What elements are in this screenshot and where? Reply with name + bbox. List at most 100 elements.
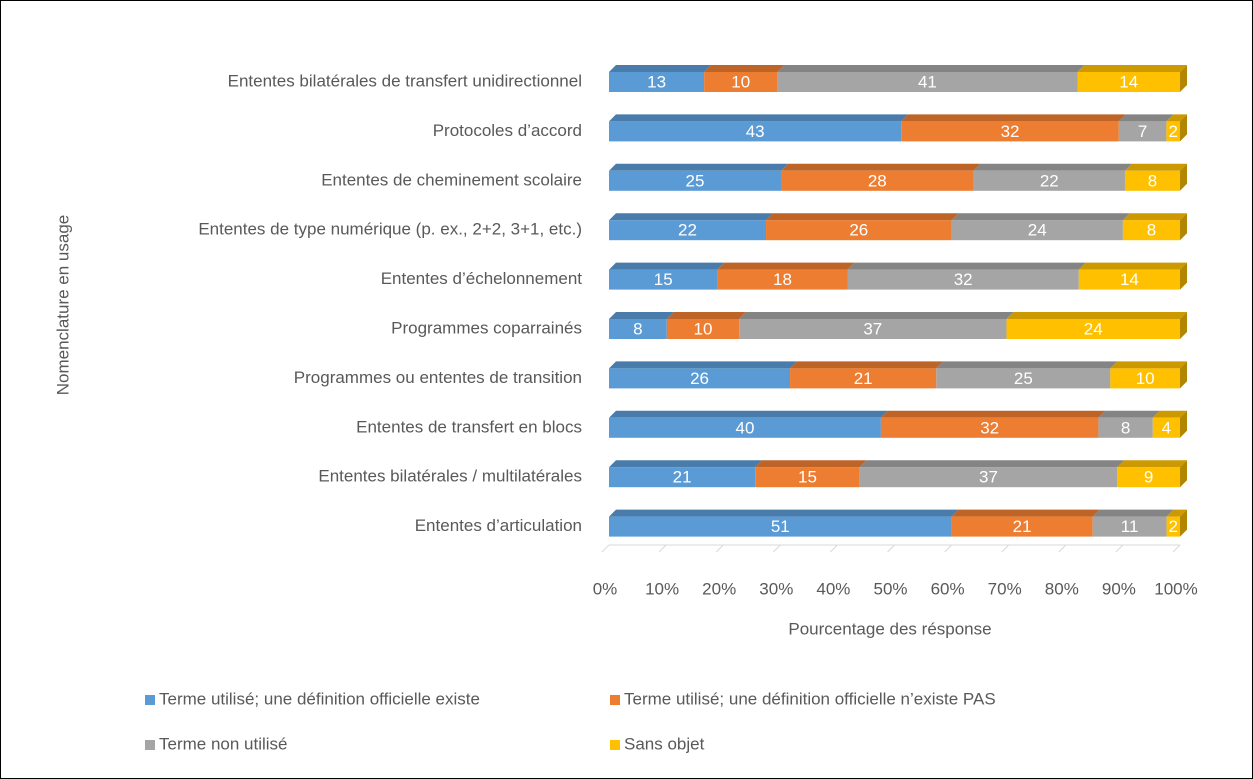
data-label: 14 — [1120, 270, 1139, 289]
data-label: 7 — [1138, 122, 1147, 141]
bar-end — [1180, 361, 1187, 389]
bar-front — [1110, 368, 1180, 389]
bar-segment — [755, 460, 867, 488]
bar-segment — [766, 213, 959, 241]
bar-end — [1180, 65, 1187, 92]
bar-front — [609, 269, 718, 290]
bar-segment — [717, 262, 855, 290]
bar-top — [880, 410, 1106, 418]
bar-segment — [609, 163, 788, 191]
bar-segment — [1166, 509, 1187, 537]
x-tick-label: 40% — [816, 579, 850, 598]
data-label: 8 — [1121, 418, 1130, 437]
bar-segment — [1124, 163, 1187, 191]
x-tick — [772, 544, 781, 553]
data-label: 40 — [735, 418, 754, 437]
bar-front — [717, 269, 848, 290]
bar-top — [1098, 410, 1160, 418]
y-tick-label: Ententes bilatérales / multilatérales — [318, 467, 582, 486]
bar-end — [1180, 262, 1187, 290]
bar-front — [859, 467, 1118, 488]
data-label: 26 — [849, 221, 868, 240]
bar-top — [704, 65, 785, 72]
bar-top — [609, 262, 725, 270]
bar-segment — [666, 312, 747, 339]
x-tick — [1058, 544, 1067, 553]
bar-front — [1077, 72, 1180, 92]
bar-front — [1006, 319, 1180, 339]
legend-swatch — [145, 695, 155, 705]
bar-segment — [1098, 410, 1160, 438]
y-tick-label: Ententes d’articulation — [415, 516, 582, 535]
bar-top — [951, 509, 1100, 517]
x-tick-label: 70% — [988, 579, 1022, 598]
x-tick-label: 30% — [759, 579, 793, 598]
bar-top — [609, 65, 712, 72]
bar-front — [739, 319, 1007, 339]
bar-segment — [1092, 509, 1174, 537]
bar-segment — [609, 460, 763, 488]
bar-top — [609, 410, 888, 418]
data-label: 10 — [1136, 369, 1155, 388]
bar-front — [609, 467, 756, 488]
bar-segment — [901, 114, 1126, 142]
data-label: 32 — [954, 270, 973, 289]
x-tick — [1172, 544, 1181, 553]
bar-front — [609, 72, 705, 92]
bar-top — [1092, 509, 1174, 517]
bar-top — [609, 213, 774, 221]
y-tick-label: Programmes coparrainés — [391, 318, 582, 337]
data-label: 11 — [1121, 517, 1139, 536]
bar-front — [766, 220, 952, 241]
bar-top — [780, 163, 981, 171]
bar-segment — [1122, 213, 1187, 241]
x-tick — [944, 544, 952, 553]
bar-end — [1180, 509, 1187, 537]
bar-front — [666, 319, 740, 339]
y-tick-label: Ententes bilatérales de transfert unidir… — [228, 71, 582, 90]
bar-front — [1092, 516, 1167, 537]
bar-end — [1180, 312, 1187, 339]
bar-top — [1124, 163, 1187, 171]
bar-top — [609, 114, 909, 122]
bar-front — [777, 72, 1078, 92]
data-label: 2 — [1169, 517, 1178, 536]
bar-front — [609, 516, 952, 537]
data-label: 24 — [1084, 319, 1103, 338]
data-label: 28 — [868, 171, 887, 190]
x-tick — [1115, 544, 1124, 553]
bar-front — [704, 72, 778, 92]
data-label: 43 — [746, 122, 765, 141]
data-label: 26 — [690, 369, 709, 388]
bar-top — [1122, 213, 1187, 221]
data-label: 15 — [798, 468, 817, 487]
bar-segment — [1152, 410, 1187, 438]
bar-top — [609, 163, 788, 171]
bar-top — [790, 361, 944, 369]
x-tick-label: 80% — [1045, 579, 1079, 598]
bar-front — [1117, 467, 1180, 488]
bar-top — [1118, 114, 1174, 122]
bar-segment — [859, 460, 1125, 488]
bar-front — [755, 467, 860, 488]
bar-end — [1180, 163, 1187, 191]
y-tick-label: Ententes de cheminement scolaire — [321, 170, 582, 189]
data-label: 14 — [1119, 72, 1138, 91]
bar-top — [609, 312, 674, 319]
bar-segment — [609, 410, 888, 438]
x-tick-label: 60% — [931, 579, 965, 598]
data-label: 2 — [1168, 122, 1177, 141]
bar-segment — [973, 163, 1132, 191]
bar-top — [901, 114, 1126, 122]
data-label: 8 — [1147, 221, 1156, 240]
bar-top — [1166, 114, 1187, 122]
legend-swatch — [610, 740, 620, 750]
bar-segment — [777, 65, 1085, 92]
x-tick — [1001, 544, 1010, 553]
bar-front — [609, 220, 767, 241]
x-axis-title: Pourcentage des résponse — [788, 619, 991, 638]
y-axis-title: Nomenclature en usage — [53, 215, 72, 396]
bar-segment — [790, 361, 944, 389]
x-tick-label: 10% — [645, 579, 679, 598]
